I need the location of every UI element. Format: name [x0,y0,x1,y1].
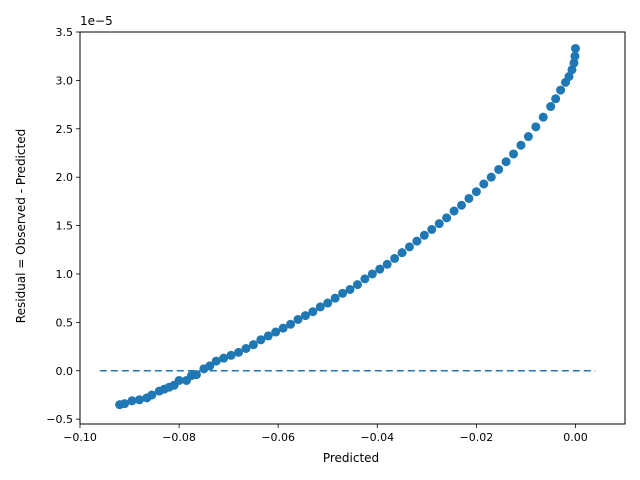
data-point [569,58,579,68]
data-point [564,72,574,82]
x-tick-label: −0.06 [261,431,295,444]
y-tick-label: −0.5 [46,413,73,426]
data-point [556,85,566,95]
data-point [538,112,548,122]
data-point [449,206,459,216]
axes-frame [79,31,626,425]
data-point [382,259,392,269]
y-tick-label: 1.5 [56,220,74,233]
x-axis-label: Predicted [323,451,379,465]
data-point [397,248,407,258]
data-markers [115,43,580,410]
data-point [523,132,533,142]
data-point [256,335,266,345]
data-point [308,307,318,317]
data-point [323,298,333,308]
data-point [241,344,251,354]
data-point [419,230,429,240]
data-point [479,179,489,189]
data-point [248,340,258,350]
data-point [457,200,466,210]
data-point [464,193,474,203]
data-point [427,224,437,234]
data-point [570,51,580,61]
data-point [234,347,244,357]
data-point [120,399,130,409]
x-axis-ticks: −0.10 −0.08 −0.06 −0.04 −0.02 0.00 [63,424,588,444]
data-point [205,361,215,371]
data-point [367,269,377,279]
data-point [570,43,580,53]
data-point [127,396,137,406]
x-tick-label: −0.02 [460,431,494,444]
y-axis-ticks: −0.5 0.0 0.5 1.0 1.5 2.0 2.5 3.0 3.5 [46,26,80,426]
y-tick-label: 3.0 [56,74,74,87]
data-point [412,236,422,246]
data-point [330,293,340,303]
data-point [567,65,577,75]
data-point [191,370,201,380]
data-point [345,284,355,294]
x-tick-label: 0.00 [563,431,588,444]
data-point [263,331,273,341]
data-point [531,122,541,132]
data-point [293,314,303,324]
data-point [390,253,400,263]
y-tick-label: 0.5 [56,316,74,329]
data-point [315,302,325,312]
x-tick-label: −0.04 [360,431,394,444]
data-point [286,319,296,329]
y-tick-label: 1.0 [56,268,74,281]
x-tick-label: −0.08 [162,431,196,444]
data-point [352,280,362,290]
data-point [442,213,452,223]
y-tick-label: 3.5 [56,26,74,39]
data-point [300,311,310,321]
y-tick-label: 0.0 [56,365,74,378]
data-point [278,323,288,333]
data-point [226,350,236,360]
data-point [271,327,281,337]
y-axis-label: Residual = Observed - Predicted [14,129,28,323]
data-point [551,94,561,104]
data-point [211,356,221,366]
data-point [509,149,519,159]
y-tick-label: 2.5 [56,123,74,136]
data-point [494,164,504,174]
data-point [471,187,481,197]
data-point [486,172,496,182]
data-point [174,375,184,385]
data-point [516,140,526,150]
data-point [338,288,348,298]
data-point [434,219,444,229]
data-point [404,242,414,252]
data-point [546,102,556,112]
data-point [147,390,157,400]
data-point [375,264,385,274]
x-tick-label: −0.10 [63,431,97,444]
data-point [501,157,511,167]
y-axis-scale-label: 1e−5 [80,14,113,28]
data-point [360,274,370,284]
data-point [134,395,144,405]
y-tick-label: 2.0 [56,171,74,184]
data-point [219,353,229,363]
